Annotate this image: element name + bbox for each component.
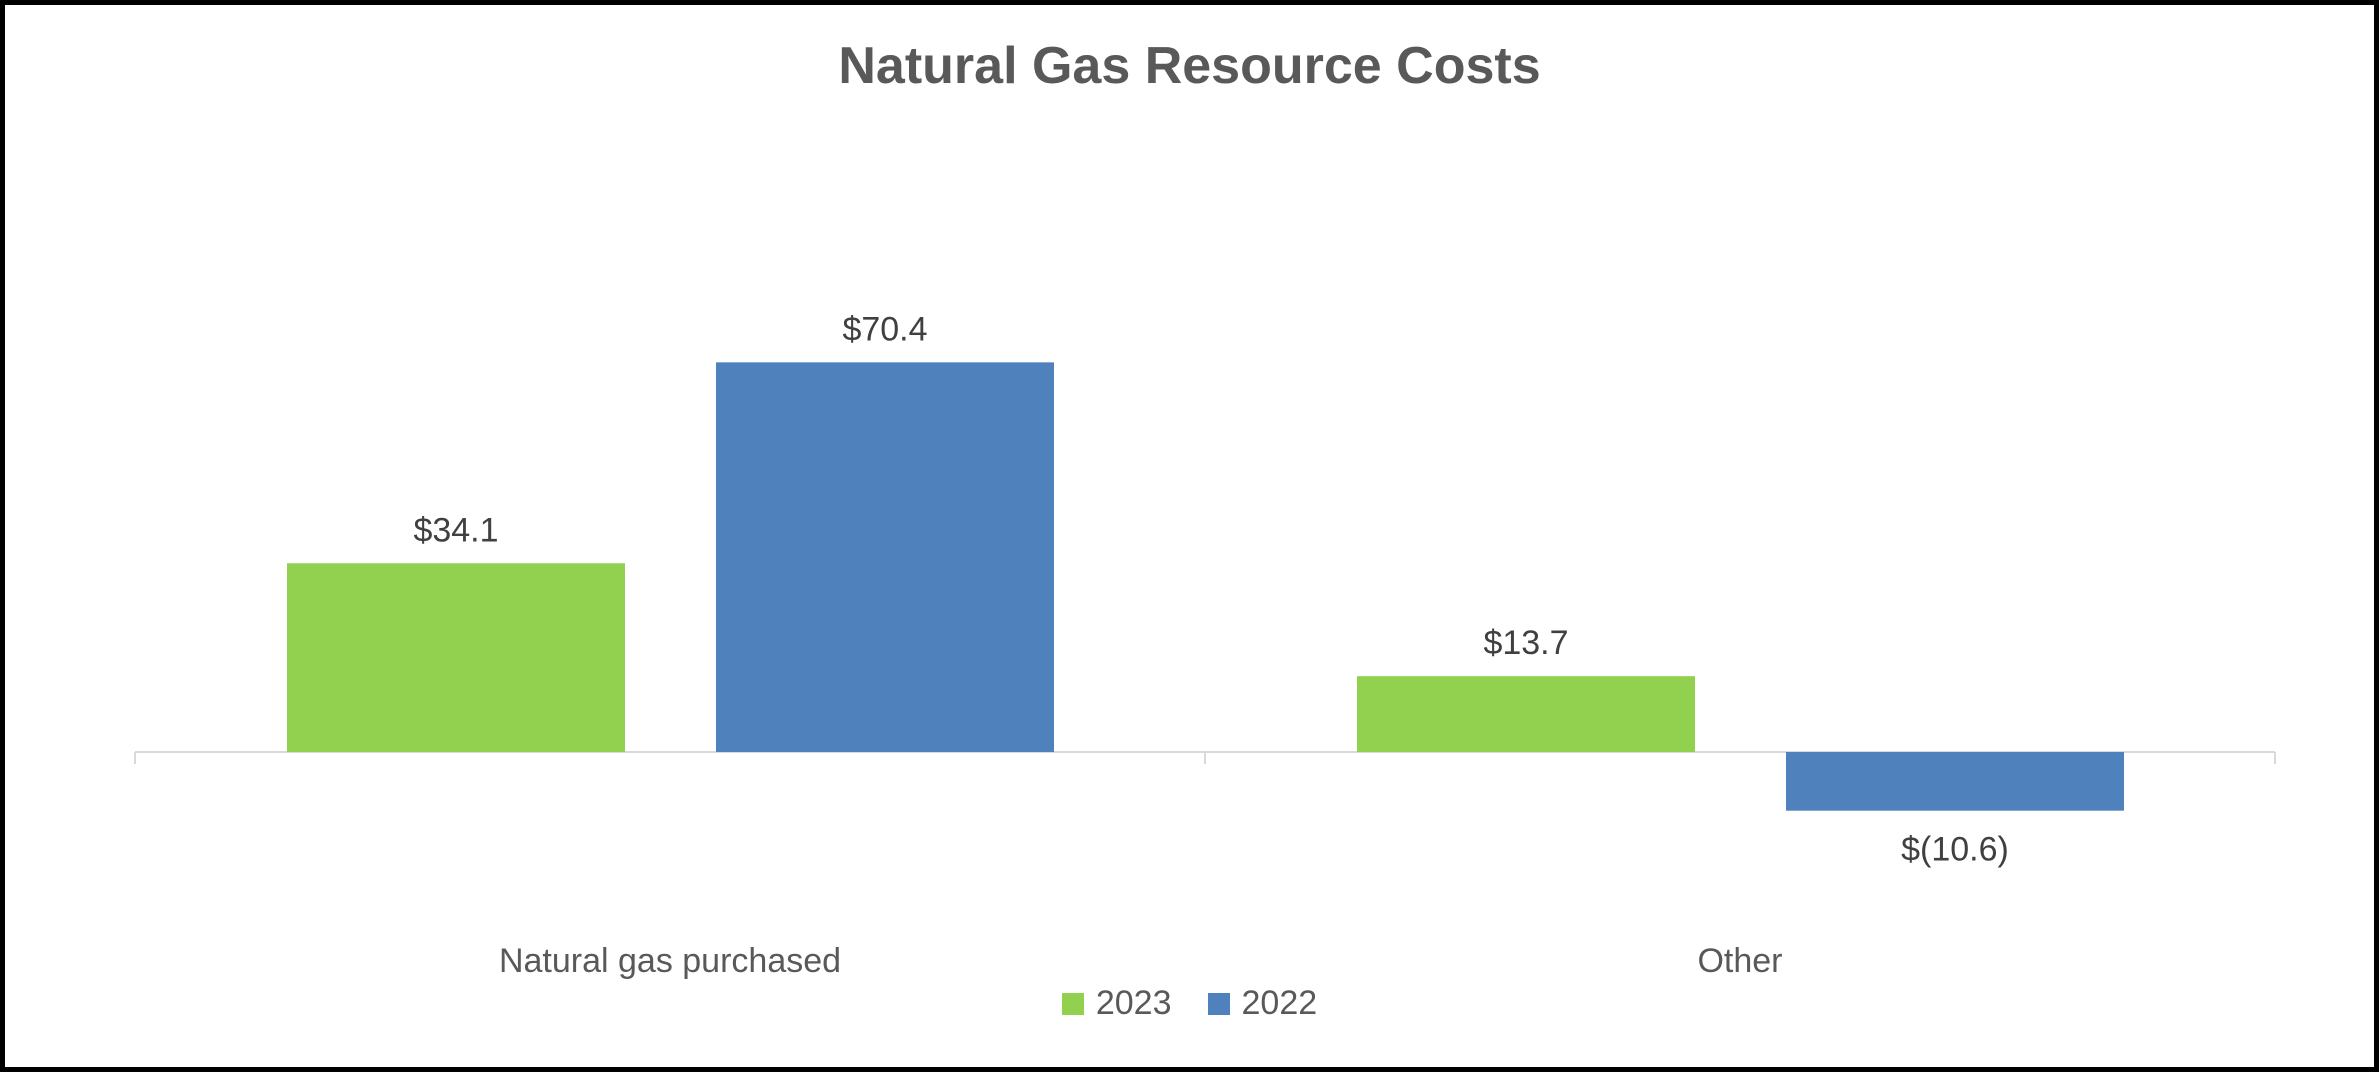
legend-item-2022: 2022 [1207, 984, 1318, 1023]
chart-title: Natural Gas Resource Costs [838, 37, 1541, 95]
x-tick-label: Other [1697, 942, 1782, 980]
bar-2022-2 [1786, 752, 2124, 811]
data-label: $(10.6) [1901, 831, 2009, 869]
legend-swatch-2022 [1207, 992, 1230, 1015]
legend-label-2022: 2022 [1241, 984, 1318, 1022]
bar-2023-2 [1357, 676, 1695, 752]
legend-item-2023: 2023 [1061, 984, 1172, 1023]
x-tick-label: Natural gas purchased [499, 942, 841, 980]
bar-2023-1 [287, 563, 625, 752]
legend-label-2023: 2023 [1095, 984, 1172, 1022]
bar-2022-1 [716, 362, 1054, 752]
legend-swatch-2023 [1061, 992, 1084, 1015]
data-label: $34.1 [413, 511, 498, 549]
legend: 2023 2022 [0, 984, 2379, 1023]
data-label: $70.4 [842, 310, 927, 348]
data-label: $13.7 [1483, 624, 1568, 662]
